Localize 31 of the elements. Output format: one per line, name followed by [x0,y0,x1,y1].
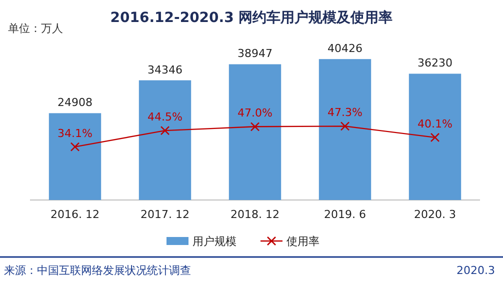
point [160,126,170,136]
bar [228,64,282,200]
source-note: 来源：中国互联网络发展状况统计调查 [4,264,191,277]
x-tick-label: 2017. 12 [140,208,190,221]
data-label: 47.3% [328,106,362,120]
data-label: 38947 [238,47,272,60]
data-label: 24908 [58,96,92,110]
point [340,122,350,131]
bar [138,80,192,200]
x-tick-label: 2020. 3 [414,208,456,221]
y-axis-title: 单位：万人 [8,22,63,35]
bar [408,74,462,200]
x-tick-label: 2016. 12 [50,208,100,221]
data-label: 34.1% [58,126,92,140]
x-tick-label: 2018. 12 [230,208,280,221]
data-label: 34346 [148,63,182,76]
legend-label: 使用率 [286,235,320,248]
data-label: 36230 [418,56,452,70]
point [430,132,440,142]
data-label: 40.1% [418,117,452,130]
bar [318,59,372,200]
point [70,142,80,152]
point [250,122,260,132]
bar [48,113,102,200]
data-label: 47.0% [238,106,272,120]
x-tick-label: 2019. 6 [324,208,366,221]
data-label: 40426 [328,42,362,56]
legend-label: 用户规模 [192,235,236,248]
text: 2020.3 [456,264,495,277]
chart-title: 2016.12-2020.3 网约车用户规模及使用率 [110,9,393,26]
data-label: 44.5% [148,110,182,124]
